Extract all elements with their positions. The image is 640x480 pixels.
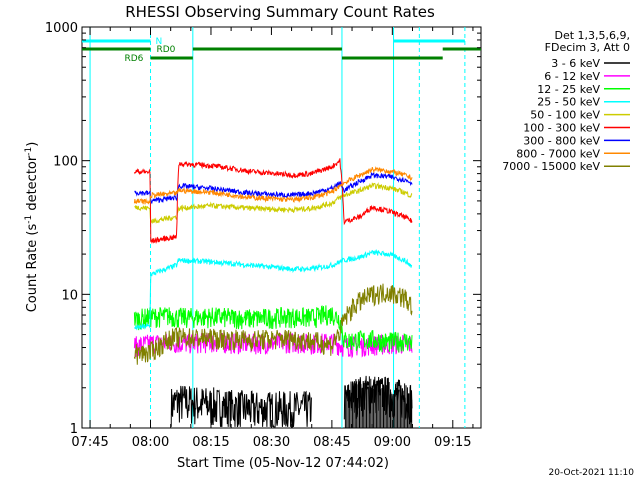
legend-header-line: Det 1,3,5,6,9, xyxy=(554,29,630,42)
x-tick-label-09:00: 09:00 xyxy=(374,435,411,450)
y-tick-label-1: 1 xyxy=(70,422,78,437)
y-axis-label-mid: detector xyxy=(25,155,40,215)
legend-label-6-12-kev: 6 - 12 keV xyxy=(544,70,600,83)
y-axis-label-end: ) xyxy=(25,142,40,147)
legend-label-50-100-kev: 50 - 100 keV xyxy=(530,109,600,122)
series-line-800-7000-kev xyxy=(133,165,413,205)
y-axis-label-sup2: -1 xyxy=(24,147,34,156)
legend-label-300-800-kev: 300 - 800 keV xyxy=(523,134,600,147)
legend-label-25-50-kev: 25 - 50 keV xyxy=(537,96,600,109)
series-line-12-25-kev xyxy=(133,305,413,353)
series-line-50-100-kev xyxy=(134,181,413,224)
x-tick-label-08:15: 08:15 xyxy=(192,435,229,450)
legend-label-3-6-kev: 3 - 6 keV xyxy=(551,57,600,70)
series-line-25-50-kev xyxy=(133,248,413,331)
x-axis-label: Start Time (05-Nov-12 07:44:02) xyxy=(177,456,389,471)
chart-title: RHESSI Observing Summary Count Rates xyxy=(125,3,435,21)
plot-frame xyxy=(81,26,482,429)
y-axis-label: Count Rate (s-1 detector-1) xyxy=(24,142,40,313)
x-tick-label-08:00: 08:00 xyxy=(132,435,169,450)
y-axis-label-main: Count Rate (s xyxy=(25,224,40,313)
y-axis-label-sup1: -1 xyxy=(24,215,34,224)
x-tick-label-08:30: 08:30 xyxy=(253,435,290,450)
series-line-3-6-kev xyxy=(170,375,413,428)
series-line-6-12-kev xyxy=(133,332,413,359)
timestamp: 20-Oct-2021 11:10 xyxy=(549,468,635,478)
x-tick-label-07:45: 07:45 xyxy=(71,435,108,450)
y-tick-label-100: 100 xyxy=(53,155,78,170)
series-line-100-300-kev xyxy=(133,158,413,244)
y-tick-label-1000: 1000 xyxy=(45,21,78,36)
x-tick-label-09:15: 09:15 xyxy=(434,435,471,450)
legend-label-100-300-kev: 100 - 300 keV xyxy=(523,122,600,135)
legend-header-line: FDecim 3, Att 0 xyxy=(545,41,630,54)
series-line-7000-15000-kev xyxy=(133,283,413,365)
legend: Det 1,3,5,6,9,FDecim 3, Att 0 3 - 6 keV6 … xyxy=(502,29,630,173)
x-tick-label-08:45: 08:45 xyxy=(313,435,350,450)
y-tick-label-10: 10 xyxy=(61,288,78,303)
flag-label-rd0: RD0 xyxy=(157,45,176,55)
flag-label-n: N xyxy=(156,37,163,47)
legend-label-7000-15000-kev: 7000 - 15000 keV xyxy=(502,160,600,173)
flag-label-rd6: RD6 xyxy=(125,54,144,64)
legend-label-800-7000-kev: 800 - 7000 keV xyxy=(516,147,600,160)
legend-label-12-25-kev: 12 - 25 keV xyxy=(537,83,600,96)
